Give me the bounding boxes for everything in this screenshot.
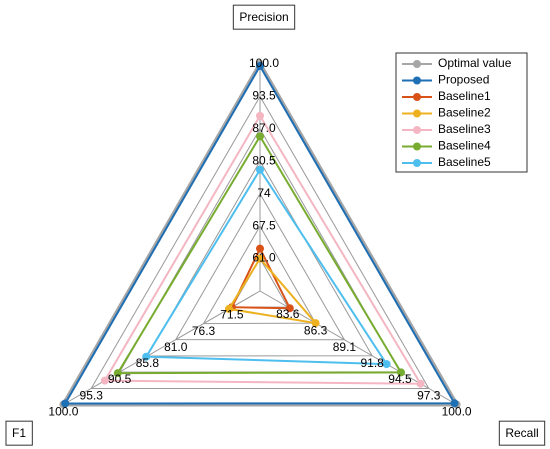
series-marker — [256, 132, 264, 141]
series-marker — [256, 165, 264, 174]
series-marker — [256, 111, 264, 120]
tick-label: 83.6 — [276, 307, 300, 321]
tick-label: 95.3 — [80, 389, 104, 403]
series-marker — [397, 368, 406, 377]
series-line — [116, 134, 403, 375]
tick-label: 97.3 — [417, 389, 441, 403]
axis-label-box — [232, 4, 296, 30]
series-line — [103, 113, 423, 385]
legend-label: Proposed — [438, 73, 489, 87]
series-marker — [61, 399, 70, 408]
legend-marker — [413, 126, 421, 134]
tick-label: 80.5 — [252, 153, 276, 167]
tick-label: 93.5 — [252, 89, 276, 103]
legend-marker — [413, 109, 421, 118]
tick-label: 71.5 — [220, 307, 244, 321]
series-marker — [256, 244, 264, 253]
tick-label: 87.0 — [252, 121, 276, 135]
grid-ring — [174, 192, 346, 341]
tick-label: 94.5 — [388, 372, 412, 386]
series-marker — [416, 379, 425, 388]
legend-marker — [413, 76, 421, 85]
tick-label: 67.5 — [252, 218, 276, 232]
legend-label: Baseline5 — [438, 155, 491, 169]
series-marker — [100, 376, 109, 385]
tick-label: 89.1 — [333, 340, 357, 354]
series-marker — [142, 352, 151, 361]
grid-ring — [202, 225, 317, 325]
series-marker — [113, 369, 122, 378]
tick-label: 91.8 — [361, 356, 385, 370]
series-marker — [311, 319, 320, 328]
tick-label: 86.3 — [304, 323, 328, 337]
series-line — [227, 256, 319, 325]
tick-label: 100.0 — [249, 56, 279, 70]
series-marker — [450, 399, 459, 408]
legend-label: Baseline3 — [438, 122, 491, 136]
series-marker — [256, 61, 264, 70]
axis-label: Recall — [505, 426, 538, 440]
series-marker — [224, 304, 233, 313]
tick-label: 81.0 — [164, 340, 188, 354]
grid-ring — [146, 160, 374, 357]
axis-label-box — [5, 420, 33, 446]
series-marker — [285, 304, 294, 313]
series-line — [59, 60, 461, 407]
series-line — [144, 167, 389, 366]
legend-marker — [413, 93, 421, 101]
series-marker — [256, 254, 264, 263]
tick-label: 74 — [257, 186, 271, 200]
series-line — [230, 246, 292, 310]
legend-marker — [413, 60, 421, 68]
axis-label-box — [498, 420, 546, 446]
legend-marker — [413, 159, 421, 167]
tick-label: 90.5 — [108, 372, 132, 386]
tick-label: 85.8 — [136, 356, 160, 370]
legend-label: Baseline1 — [438, 89, 491, 103]
tick-label: 61.0 — [252, 251, 276, 265]
series-marker — [382, 360, 391, 369]
tick-label: 100.0 — [48, 405, 78, 419]
series-line — [63, 63, 457, 405]
tick-label: 76.3 — [192, 324, 216, 338]
tick-label: 100.0 — [442, 405, 472, 419]
legend-label: Optimal value — [438, 56, 512, 70]
grid-ring — [90, 95, 430, 389]
legend-label: Baseline4 — [438, 139, 491, 153]
legend-marker — [413, 142, 421, 151]
axis-label: F1 — [12, 426, 26, 440]
axis-label: Precision — [239, 10, 288, 24]
legend-label: Baseline2 — [438, 106, 491, 120]
